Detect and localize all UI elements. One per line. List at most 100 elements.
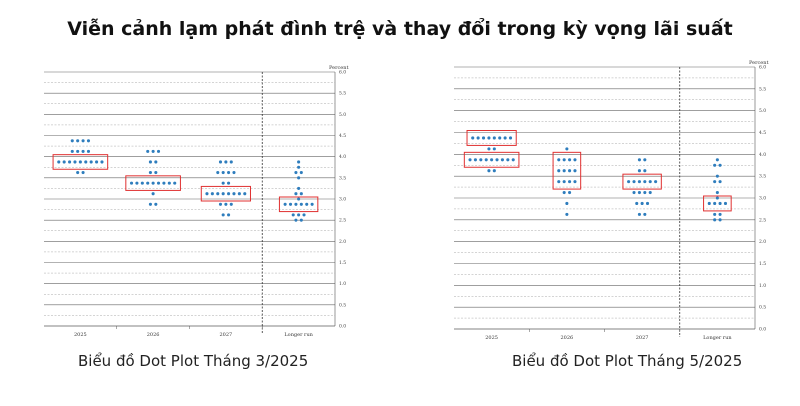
dot [205,192,209,196]
dot [637,180,641,184]
dot [715,174,719,178]
dot [89,160,93,164]
median-highlight-box [622,173,662,190]
dot [495,158,499,162]
dot [473,158,477,162]
dot [216,192,220,196]
y-tick-label: 1.0 [759,283,766,289]
dot [297,176,301,180]
dot [167,181,171,185]
dot [627,180,631,184]
dot [297,186,301,190]
dot [707,201,711,206]
dot [76,170,80,175]
dot [73,160,77,164]
dot [487,169,491,173]
dot [135,181,139,185]
dot [632,180,636,184]
dot [221,213,225,217]
dot [227,181,231,185]
dot [218,160,223,164]
y-tick-label: 4.0 [759,152,766,158]
dot [100,160,104,164]
dot [227,170,231,175]
dot [713,212,717,216]
dot [718,201,722,206]
dot-plot-svg: 0.0 0.5 1.0 1.5 2.0 2.5 3.0 3.5 4.0 4.5 5.0 5.5 6.0P… [454,60,768,341]
dot [148,160,152,164]
dot [715,158,719,162]
dot [492,169,496,173]
dot [218,202,223,206]
dot [562,158,566,162]
dot [568,158,572,162]
dot [78,160,82,164]
dot [148,170,152,175]
page-title: Viễn cảnh lạm phát đình trệ và thay đổi … [67,18,733,40]
dot-plot-may-2025: 0.0 0.5 1.0 1.5 2.0 2.5 3.0 3.5 4.0 4.5 5.0 5.5 6.0 P… [440,55,785,345]
dot [299,170,303,175]
median-highlight-box [463,151,520,168]
dot [154,160,158,164]
dot [297,165,301,169]
dot [637,158,641,162]
dot [713,201,717,206]
dot [643,180,647,184]
dot [468,158,472,162]
dot [221,170,225,175]
dot [568,169,572,173]
y-tick-label: 0.0 [339,324,346,330]
dot [294,170,298,175]
dot [471,136,475,140]
dot [216,170,220,175]
dot [640,201,644,206]
dot [503,136,507,140]
dot [305,202,309,206]
dot [156,181,161,185]
dot [156,149,161,153]
dot [565,212,569,216]
dot [713,180,717,184]
dot [487,147,491,151]
dot [86,149,91,153]
x-tick-label: 2026 [147,332,160,338]
dot [637,212,641,216]
dot [573,169,577,173]
dot [713,163,717,167]
dot [291,213,295,217]
dot [57,160,61,164]
dot [476,136,480,140]
dot [299,218,303,222]
median-highlight-box [52,154,109,170]
dot [148,202,152,206]
y-tick-label: 6.0 [339,70,346,76]
x-tick-label: 2027 [220,332,233,338]
y-tick-label: 2.5 [339,218,346,224]
dot [310,202,314,206]
y-tick-label: 4.0 [339,154,346,160]
dot [81,149,85,153]
dot [643,158,647,162]
dot-plot-march-2025: 0.0 0.5 1.0 1.5 2.0 2.5 3.0 3.5 4.0 4.5 5.0 5.5 6.0 P… [30,60,365,342]
dot [294,192,298,196]
dot [243,192,247,196]
y-tick-label: 1.5 [339,260,346,266]
dot [297,160,301,164]
y-tick-label: 0.0 [759,327,766,333]
y-tick-label: 5.5 [339,91,346,97]
dot [723,201,728,206]
dot [562,169,566,173]
dot [294,202,298,206]
y-tick-label: 5.0 [759,108,766,114]
dot [237,192,241,196]
dot [498,136,502,140]
x-tick-label: Longer run [703,335,732,341]
median-highlight-box [703,195,732,212]
y-tick-label: 4.5 [759,130,766,136]
dot [715,190,719,195]
dot [568,190,572,195]
dot [511,158,515,162]
dot [210,192,214,196]
dot [713,218,717,222]
dot [484,158,488,162]
